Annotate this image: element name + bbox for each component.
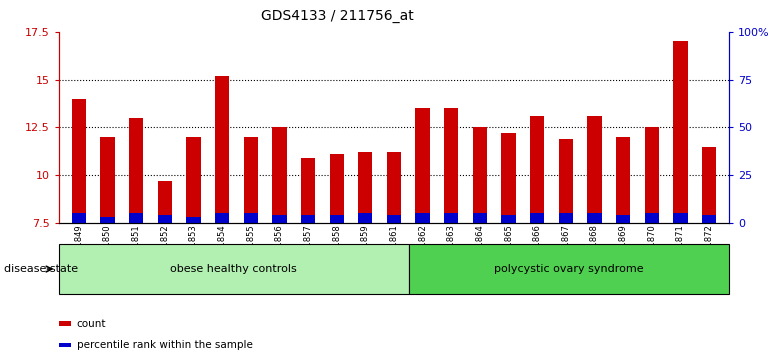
Bar	[100, 137, 114, 223]
Bar	[530, 116, 544, 223]
Bar	[100, 217, 114, 223]
Bar	[329, 154, 344, 223]
Text: disease state: disease state	[4, 264, 78, 274]
Bar	[702, 215, 717, 223]
Bar	[129, 213, 143, 223]
Bar	[644, 213, 659, 223]
Bar	[559, 213, 573, 223]
Bar	[387, 152, 401, 223]
Bar	[587, 116, 601, 223]
Bar	[301, 215, 315, 223]
Bar	[71, 213, 86, 223]
Bar	[444, 108, 459, 223]
Bar	[473, 127, 487, 223]
Bar	[387, 215, 401, 223]
Bar	[408, 244, 729, 294]
Bar	[215, 76, 229, 223]
Bar	[416, 108, 430, 223]
Bar	[187, 137, 201, 223]
Bar	[502, 133, 516, 223]
Bar	[416, 213, 430, 223]
Bar	[244, 137, 258, 223]
Bar	[158, 215, 172, 223]
Bar	[444, 213, 459, 223]
Bar	[673, 41, 688, 223]
Bar	[59, 244, 408, 294]
Bar	[59, 343, 71, 347]
Bar	[530, 213, 544, 223]
Bar	[702, 147, 717, 223]
Text: obese healthy controls: obese healthy controls	[170, 264, 297, 274]
Bar	[71, 99, 86, 223]
Text: GDS4133 / 211756_at: GDS4133 / 211756_at	[261, 9, 413, 23]
Bar	[301, 158, 315, 223]
Text: count: count	[77, 319, 107, 329]
Bar	[215, 213, 229, 223]
Bar	[673, 213, 688, 223]
Bar	[329, 215, 344, 223]
Bar	[187, 217, 201, 223]
Bar	[358, 213, 372, 223]
Text: polycystic ovary syndrome: polycystic ovary syndrome	[494, 264, 644, 274]
Bar	[644, 127, 659, 223]
Bar	[244, 213, 258, 223]
Bar	[129, 118, 143, 223]
Bar	[587, 213, 601, 223]
Bar	[616, 215, 630, 223]
Bar	[559, 139, 573, 223]
Bar	[358, 152, 372, 223]
Bar	[616, 137, 630, 223]
Bar	[272, 127, 286, 223]
Bar	[272, 215, 286, 223]
Text: percentile rank within the sample: percentile rank within the sample	[77, 340, 252, 350]
Bar	[59, 321, 71, 326]
Bar	[158, 181, 172, 223]
Bar	[502, 215, 516, 223]
Bar	[473, 213, 487, 223]
